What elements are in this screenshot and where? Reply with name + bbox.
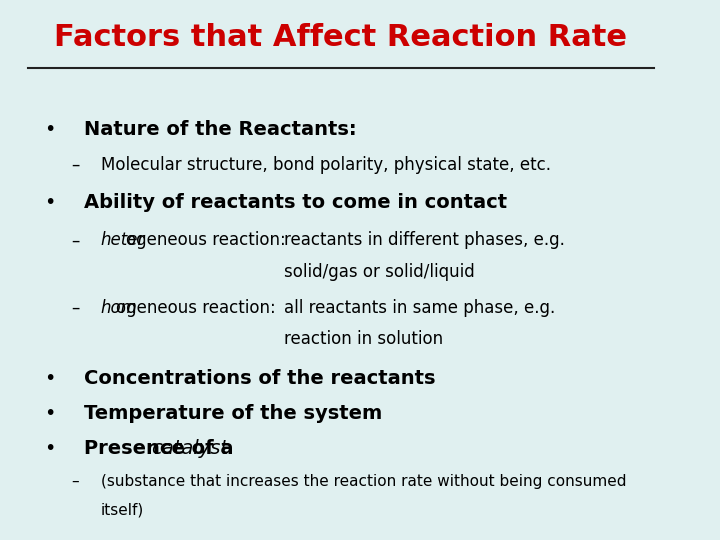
Text: Molecular structure, bond polarity, physical state, etc.: Molecular structure, bond polarity, phys… (101, 156, 551, 174)
Text: catalyst: catalyst (151, 438, 228, 458)
Text: •: • (44, 403, 55, 423)
Text: reactants in different phases, e.g.: reactants in different phases, e.g. (284, 231, 565, 249)
Text: •: • (44, 193, 55, 212)
Text: Concentrations of the reactants: Concentrations of the reactants (84, 368, 436, 388)
Text: solid/gas or solid/liquid: solid/gas or solid/liquid (284, 262, 475, 281)
Text: Ability of reactants to come in contact: Ability of reactants to come in contact (84, 193, 508, 212)
Text: –: – (71, 474, 78, 489)
Text: hom: hom (101, 299, 138, 317)
Text: heter: heter (101, 231, 145, 249)
Text: reaction in solution: reaction in solution (284, 330, 444, 348)
Text: (substance that increases the reaction rate without being consumed: (substance that increases the reaction r… (101, 474, 626, 489)
Text: Presence of a: Presence of a (84, 438, 240, 458)
Text: •: • (44, 120, 55, 139)
Text: –: – (71, 231, 79, 249)
Text: itself): itself) (101, 503, 144, 518)
Text: all reactants in same phase, e.g.: all reactants in same phase, e.g. (284, 299, 556, 317)
Text: ogeneous reaction:: ogeneous reaction: (126, 231, 286, 249)
Text: Nature of the Reactants:: Nature of the Reactants: (84, 120, 357, 139)
Text: –: – (71, 299, 79, 317)
Text: •: • (44, 438, 55, 458)
Text: –: – (71, 156, 79, 174)
Text: Temperature of the system: Temperature of the system (84, 403, 382, 423)
Text: •: • (44, 368, 55, 388)
Text: ogeneous reaction:: ogeneous reaction: (116, 299, 276, 317)
Text: Factors that Affect Reaction Rate: Factors that Affect Reaction Rate (55, 23, 627, 52)
